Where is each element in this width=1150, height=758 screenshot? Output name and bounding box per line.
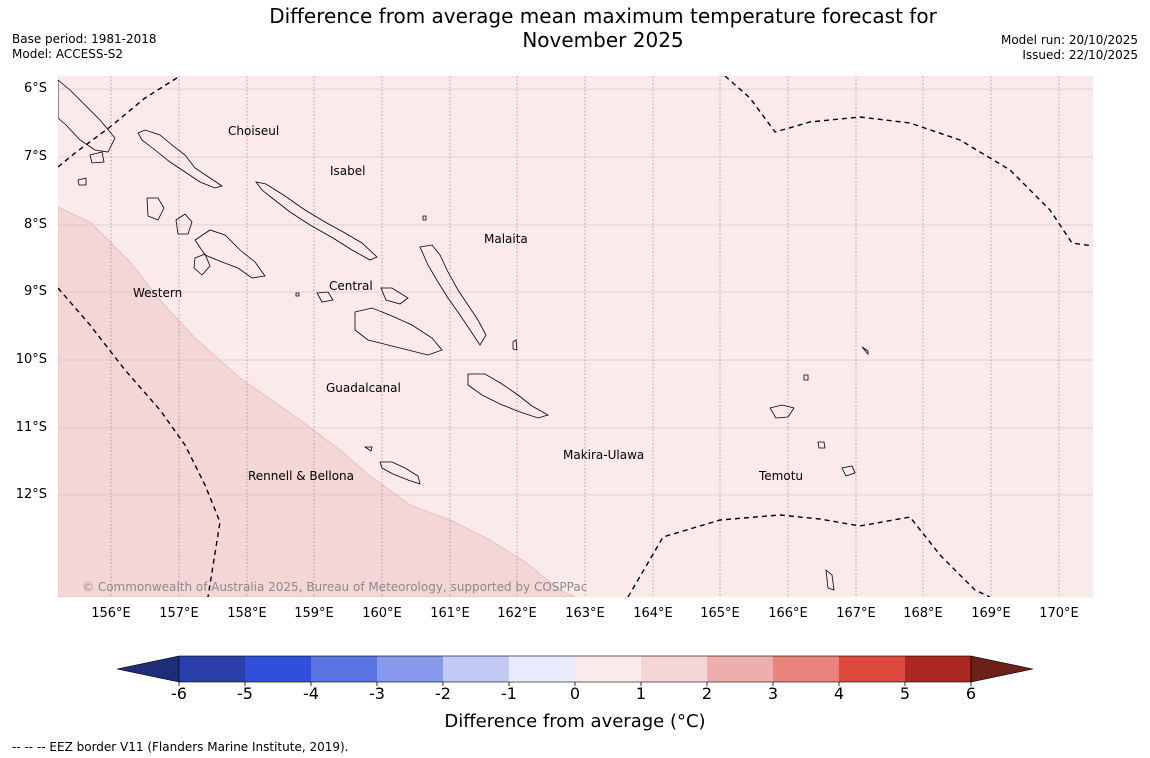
lon-label-156e: 156°E: [91, 606, 131, 621]
lon-label-167e: 167°E: [836, 606, 876, 621]
map-title-line1: Difference from average mean maximum tem…: [269, 4, 937, 28]
island-utupua: [817, 441, 826, 449]
lon-label-165e: 165°E: [700, 606, 740, 621]
meta-right: Model run: 20/10/2025 Issued: 22/10/2025: [1001, 33, 1138, 63]
island-anuta: [825, 569, 835, 591]
island-makira: [467, 373, 550, 419]
island-small-7: [422, 215, 427, 221]
lon-label-168e: 168°E: [903, 606, 943, 621]
island-reef-islands: [803, 374, 809, 381]
lon-label-166e: 166°E: [768, 606, 808, 621]
colorbar-tick-neg5: -5: [237, 684, 253, 703]
place-central: Central: [329, 279, 373, 293]
colorbar-tick-2: 2: [701, 684, 713, 703]
colorbar-tick-neg4: -4: [303, 684, 319, 703]
meta-left: Base period: 1981-2018 Model: ACCESS-S2: [12, 32, 157, 62]
lon-label-169e: 169°E: [971, 606, 1011, 621]
colorbar-label: Difference from average (°C): [444, 711, 706, 732]
island-malaita: [419, 244, 487, 346]
lon-label-164e: 164°E: [633, 606, 673, 621]
islands: [58, 79, 869, 591]
issued-date: Issued: 22/10/2025: [1022, 48, 1138, 62]
copyright-notice: © Commonwealth of Australia 2025, Bureau…: [82, 580, 588, 594]
colorbar-tick-neg3: -3: [369, 684, 385, 703]
island-choiseul: [137, 129, 223, 189]
colorbar-tick-1: 1: [635, 684, 647, 703]
island-guadalcanal: [354, 307, 443, 356]
colorbar-tick-6: 6: [965, 684, 977, 703]
island-small-1: [77, 177, 87, 186]
place-malaita: Malaita: [484, 232, 528, 246]
island-small-2: [89, 151, 105, 164]
island-rennell: [379, 461, 421, 485]
lat-label-7s: 7°S: [23, 149, 47, 164]
eez-borders: [58, 76, 1093, 597]
island-santa-cruz: [769, 404, 795, 419]
island-isabel: [255, 181, 378, 261]
island-new-georgia: [194, 229, 266, 279]
colorbar-tick-neg1: -1: [501, 684, 517, 703]
place-isabel: Isabel: [330, 164, 366, 178]
island-kolombangara: [175, 213, 193, 235]
colorbar-tick-0: 0: [569, 684, 581, 703]
colorbar-tick-5: 5: [899, 684, 911, 703]
graticule: [58, 76, 1093, 597]
place-guadalcanal: Guadalcanal: [326, 381, 401, 395]
place-temotu: Temotu: [759, 469, 804, 483]
lon-label-170e: 170°E: [1039, 606, 1079, 621]
lon-label-160e: 160°E: [362, 606, 402, 621]
lat-label-10s: 10°S: [15, 352, 47, 367]
lat-label-12s: 12°S: [15, 487, 47, 502]
island-russell: [316, 291, 334, 303]
island-small-5: [861, 346, 869, 356]
place-rennell-bellona: Rennell & Bellona: [248, 469, 355, 483]
lat-label-8s: 8°S: [23, 217, 47, 232]
lat-label-9s: 9°S: [23, 284, 47, 299]
place-makira-ulawa: Makira-Ulawa: [563, 448, 645, 462]
island-florida: [380, 287, 409, 305]
lat-label-6s: 6°S: [23, 81, 47, 96]
colorbar-tick-4: 4: [833, 684, 845, 703]
model-run: Model run: 20/10/2025: [1000, 33, 1138, 47]
base-period: Base period: 1981-2018: [12, 32, 157, 46]
model-name: Model: ACCESS-S2: [12, 47, 124, 61]
colorbar-tick-3: 3: [767, 684, 779, 703]
island-rendova: [193, 253, 211, 276]
map-title: Difference from average mean maximum tem…: [0, 4, 1150, 52]
place-western: Western: [133, 286, 183, 300]
eez-legend-note: -- -- -- EEZ border V11 (Flanders Marine…: [12, 740, 349, 754]
lon-label-157e: 157°E: [159, 606, 199, 621]
colorbar-tick-neg2: -2: [435, 684, 451, 703]
island-small-4: [295, 292, 300, 297]
lat-label-11s: 11°S: [15, 420, 47, 435]
anomaly-region-1-2: [58, 206, 576, 597]
lon-label-162e: 162°E: [497, 606, 537, 621]
island-bougainville-edge: [58, 79, 116, 153]
island-vella: [146, 197, 165, 221]
island-vanikoro: [841, 465, 856, 477]
lon-label-159e: 159°E: [294, 606, 334, 621]
colorbar-tick-neg6: -6: [171, 684, 187, 703]
place-choiseul: Choiseul: [228, 124, 280, 138]
lon-label-158e: 158°E: [227, 606, 267, 621]
map-title-line2: November 2025: [522, 28, 684, 52]
island-small-6: [363, 446, 373, 452]
island-small-3: [512, 339, 518, 351]
lon-label-163e: 163°E: [565, 606, 605, 621]
lon-label-161e: 161°E: [430, 606, 470, 621]
